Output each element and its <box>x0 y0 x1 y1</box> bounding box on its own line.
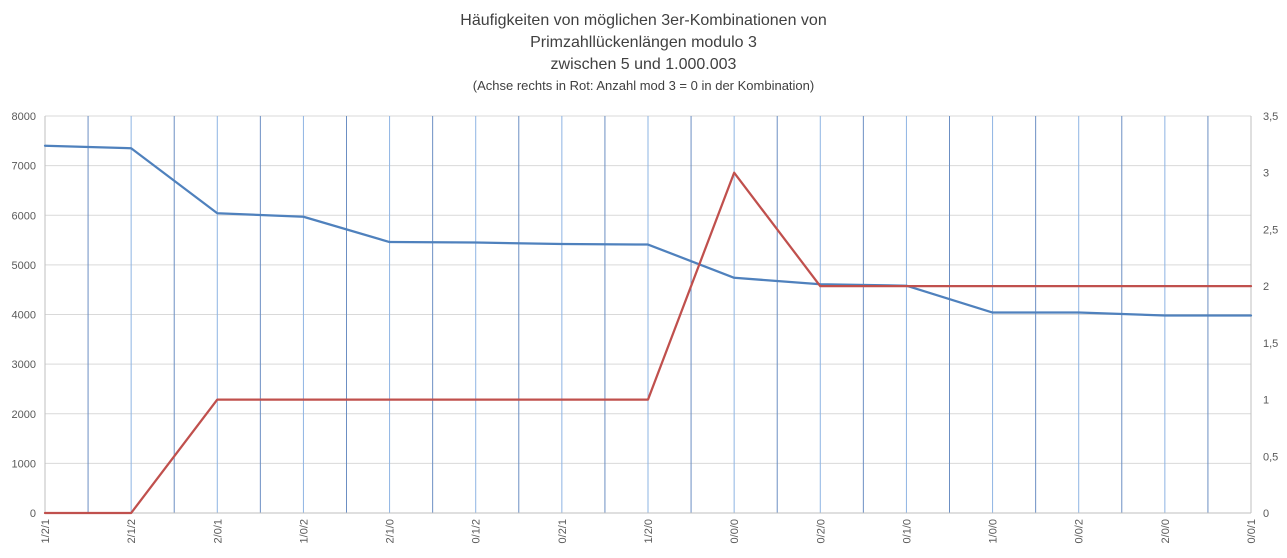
y-right-tick-label: 2 <box>1263 281 1269 293</box>
series-layer <box>43 144 1253 515</box>
x-tick-label: 0/0/2 <box>1074 519 1086 543</box>
x-tick-label: 2/0/1 <box>212 519 224 543</box>
x-tick-label: 2/0/0 <box>1160 519 1172 543</box>
chart-title-line-1: Häufigkeiten von möglichen 3er-Kombinati… <box>460 12 827 29</box>
chart-title: Häufigkeiten von möglichen 3er-Kombinati… <box>0 10 1287 96</box>
y-left-tick-label: 2000 <box>12 409 36 421</box>
y-left-tick-label: 1000 <box>12 458 36 470</box>
x-tick-label: 2/1/0 <box>385 519 397 543</box>
x-tick-label: 0/2/0 <box>815 519 827 543</box>
x-tick-label: 0/1/0 <box>901 519 913 543</box>
series-line-1 <box>43 144 1253 317</box>
x-tick-label: 1/0/0 <box>988 519 1000 543</box>
y-left-tick-label: 0 <box>30 508 36 520</box>
x-tick-label: 2/1/2 <box>126 519 138 543</box>
y-right-tick-label: 3,5 <box>1263 111 1278 123</box>
y-right-tick-label: 3 <box>1263 168 1269 180</box>
y-right-tick-label: 1 <box>1263 395 1269 407</box>
x-tick-label: 0/0/1 <box>1246 519 1258 543</box>
y-left-tick-label: 4000 <box>12 310 36 322</box>
y-right-tick-label: 0,5 <box>1263 451 1278 463</box>
x-tick-label: 1/0/2 <box>298 519 310 543</box>
grid-layer <box>44 115 1252 514</box>
y-right-tick-label: 2,5 <box>1263 224 1278 236</box>
chart-subtitle: (Achse rechts in Rot: Anzahl mod 3 = 0 i… <box>472 78 815 93</box>
label-layer: 0 1000 2000 3000 4000 5000 6000 7000 8000 0 0,5 1 1,… <box>12 111 1279 543</box>
y-left-tick-label: 8000 <box>12 111 36 123</box>
y-left-tick-label: 5000 <box>12 260 36 272</box>
y-right-tick-label: 0 <box>1263 508 1269 520</box>
x-tick-label: 0/0/0 <box>729 519 741 543</box>
y-right-tick-label: 1,5 <box>1263 338 1278 350</box>
x-tick-label: 1/2/1 <box>40 519 52 543</box>
y-left-tick-label: 3000 <box>12 359 36 371</box>
y-left-tick-label: 6000 <box>12 210 36 222</box>
chart-title-line-3: zwischen 5 und 1.000.003 <box>550 56 737 73</box>
chart-title-line-2: Primzahllückenlängen modulo 3 <box>530 34 757 51</box>
y-left-tick-label: 7000 <box>12 161 36 173</box>
x-tick-label: 0/2/1 <box>557 519 569 543</box>
x-tick-label: 0/1/2 <box>471 519 483 543</box>
x-tick-label: 1/2/0 <box>643 519 655 543</box>
series-line-2 <box>43 171 1253 515</box>
